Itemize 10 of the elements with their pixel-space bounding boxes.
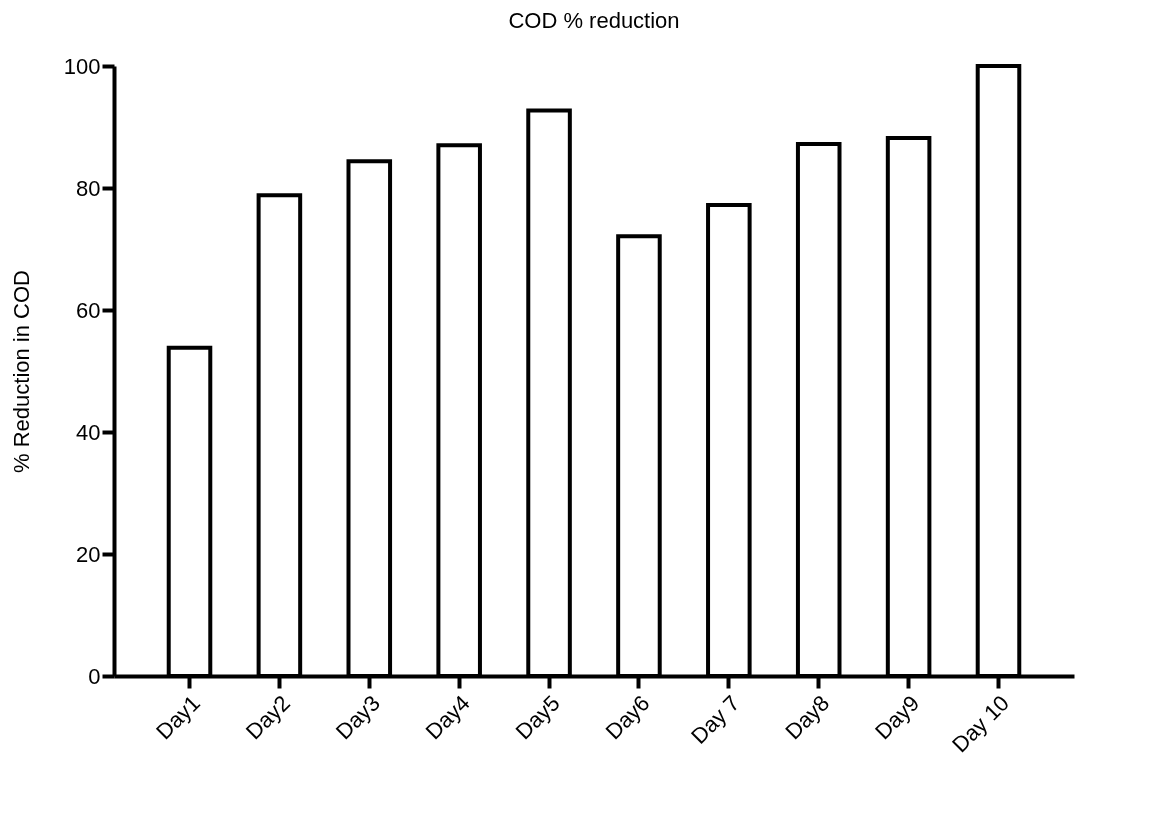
y-tick-label: 100 <box>63 53 101 79</box>
y-tick-label: 40 <box>76 419 101 445</box>
y-tick-label: 80 <box>76 175 101 201</box>
y-axis-title: % Reduction in COD <box>8 270 34 473</box>
y-tick-label: 20 <box>76 541 101 567</box>
x-tick-label: Day 10 <box>947 690 1015 758</box>
x-tick-label: Day 7 <box>686 690 745 749</box>
y-tick-label: 60 <box>76 297 101 323</box>
y-tick-label: 0 <box>88 663 101 689</box>
chart-title: COD % reduction <box>508 8 680 33</box>
